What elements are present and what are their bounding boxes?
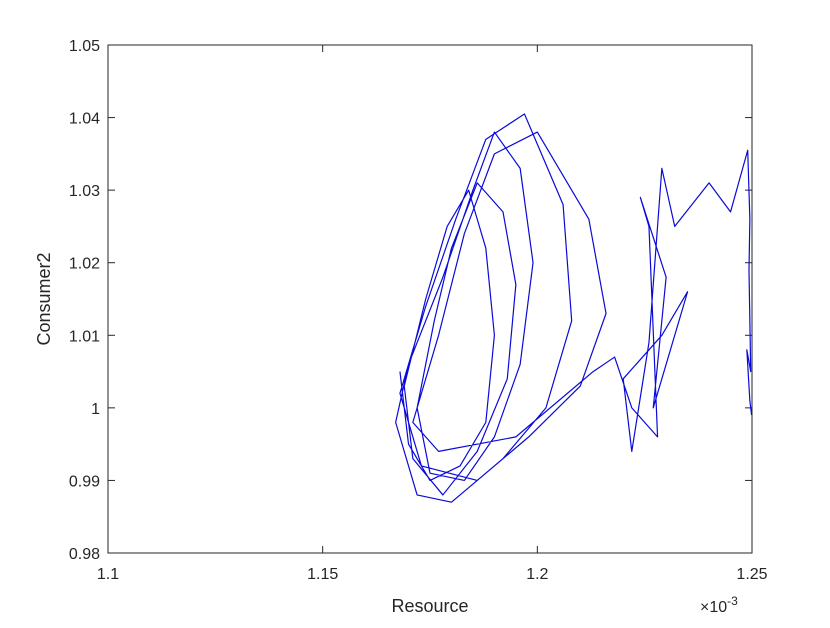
y-axis-label: Consumer2	[34, 252, 54, 345]
x-axis-label: Resource	[391, 596, 468, 616]
x-exponent: ×10-3	[700, 594, 738, 616]
x-tick-label: 1.2	[526, 566, 548, 583]
y-tick-label: 1.02	[69, 256, 100, 273]
y-tick-label: 1.04	[69, 111, 100, 128]
y-tick-label: 1	[91, 401, 100, 418]
x-tick-label: 1.25	[736, 566, 767, 583]
x-tick-label: 1.1	[97, 566, 119, 583]
exponent-base: ×10	[700, 599, 727, 616]
y-tick-label: 1.03	[69, 183, 100, 200]
exponent-power: -3	[727, 594, 738, 608]
data-line	[395, 113, 752, 503]
y-tick-label: 0.99	[69, 473, 100, 490]
y-tick-label: 1.01	[69, 328, 100, 345]
x-tick-label: 1.15	[307, 566, 338, 583]
y-tick-label: 0.98	[69, 546, 100, 563]
plot-frame	[107, 44, 753, 554]
y-tick-label: 1.05	[69, 38, 100, 55]
